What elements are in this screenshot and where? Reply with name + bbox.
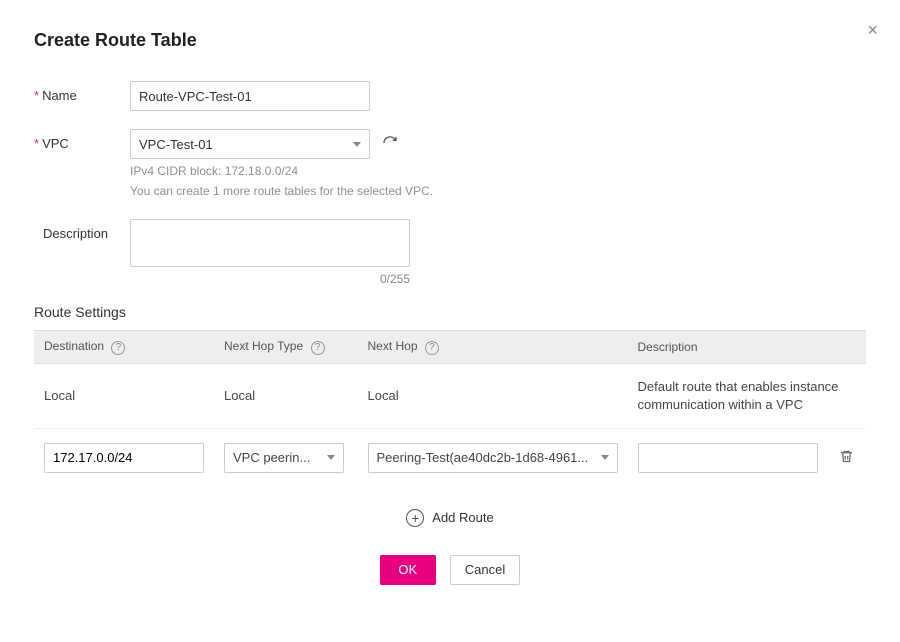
- route-table: Destination ? Next Hop Type ? Next Hop ?…: [34, 330, 866, 487]
- help-icon[interactable]: ?: [425, 341, 439, 355]
- vpc-select[interactable]: VPC-Test-01: [130, 129, 370, 159]
- help-icon[interactable]: ?: [111, 341, 125, 355]
- vpc-cidr-hint: IPv4 CIDR block: 172.18.0.0/24: [130, 161, 866, 181]
- plus-icon: +: [406, 509, 424, 527]
- col-destination: Destination ?: [34, 331, 214, 364]
- next-hop-select[interactable]: Peering-Test(ae40dc2b-1d68-4961...: [368, 443, 618, 473]
- chevron-down-icon: [353, 142, 361, 147]
- help-icon[interactable]: ?: [311, 341, 325, 355]
- cell-description: Default route that enables instance comm…: [628, 363, 867, 428]
- col-destination-label: Destination: [44, 339, 104, 353]
- route-description-input[interactable]: [638, 443, 818, 473]
- cancel-button-label: Cancel: [465, 562, 505, 577]
- close-icon[interactable]: ×: [867, 20, 878, 41]
- col-next-hop: Next Hop ?: [358, 331, 628, 364]
- name-label: *Name: [34, 81, 130, 103]
- ok-button-label: OK: [398, 562, 417, 577]
- col-next-hop-label: Next Hop: [368, 339, 418, 353]
- vpc-selected-value: VPC-Test-01: [139, 137, 213, 152]
- chevron-down-icon: [601, 455, 609, 460]
- description-label: Description: [34, 219, 130, 241]
- route-table-header-row: Destination ? Next Hop Type ? Next Hop ?…: [34, 331, 866, 364]
- required-asterisk: *: [34, 136, 39, 151]
- cell-next-hop: Local: [358, 363, 628, 428]
- vpc-hints: IPv4 CIDR block: 172.18.0.0/24 You can c…: [130, 161, 866, 201]
- next-hop-type-select[interactable]: VPC peerin...: [224, 443, 344, 473]
- description-char-count: 0/255: [130, 272, 410, 286]
- next-hop-type-value: VPC peerin...: [233, 450, 310, 465]
- name-label-text: Name: [42, 88, 77, 103]
- vpc-label: *VPC: [34, 129, 130, 151]
- row-vpc: *VPC VPC-Test-01: [34, 129, 866, 159]
- col-next-hop-type-label: Next Hop Type: [224, 339, 303, 353]
- next-hop-value: Peering-Test(ae40dc2b-1d68-4961...: [377, 450, 589, 465]
- destination-input[interactable]: [44, 443, 204, 473]
- description-label-text: Description: [43, 226, 108, 241]
- ok-button[interactable]: OK: [380, 555, 436, 585]
- col-next-hop-type: Next Hop Type ?: [214, 331, 358, 364]
- cancel-button[interactable]: Cancel: [450, 555, 520, 585]
- col-description-label: Description: [638, 340, 698, 354]
- trash-icon[interactable]: [839, 452, 854, 467]
- add-route-button[interactable]: + Add Route: [34, 509, 866, 527]
- name-input[interactable]: [130, 81, 370, 111]
- refresh-icon[interactable]: [382, 135, 398, 159]
- required-asterisk: *: [34, 88, 39, 103]
- vpc-label-text: VPC: [42, 136, 69, 151]
- route-settings-title: Route Settings: [34, 304, 866, 320]
- chevron-down-icon: [327, 455, 335, 460]
- vpc-limit-hint: You can create 1 more route tables for t…: [130, 181, 866, 201]
- row-description: Description 0/255: [34, 219, 866, 286]
- cell-next-hop-type: Local: [214, 363, 358, 428]
- add-route-label: Add Route: [432, 510, 493, 525]
- footer-buttons: OK Cancel: [34, 555, 866, 585]
- route-row-editable: VPC peerin... Peering-Test(ae40dc2b-1d68…: [34, 428, 866, 487]
- row-name: *Name: [34, 81, 866, 111]
- page-title: Create Route Table: [34, 30, 866, 51]
- col-description: Description: [628, 331, 867, 364]
- cell-destination: Local: [34, 363, 214, 428]
- route-row-default: Local Local Local Default route that ena…: [34, 363, 866, 428]
- description-textarea[interactable]: [130, 219, 410, 267]
